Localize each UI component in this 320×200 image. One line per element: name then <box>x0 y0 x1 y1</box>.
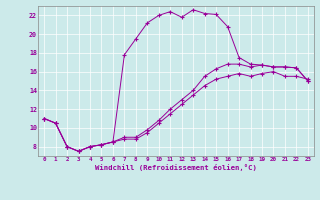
X-axis label: Windchill (Refroidissement éolien,°C): Windchill (Refroidissement éolien,°C) <box>95 164 257 171</box>
